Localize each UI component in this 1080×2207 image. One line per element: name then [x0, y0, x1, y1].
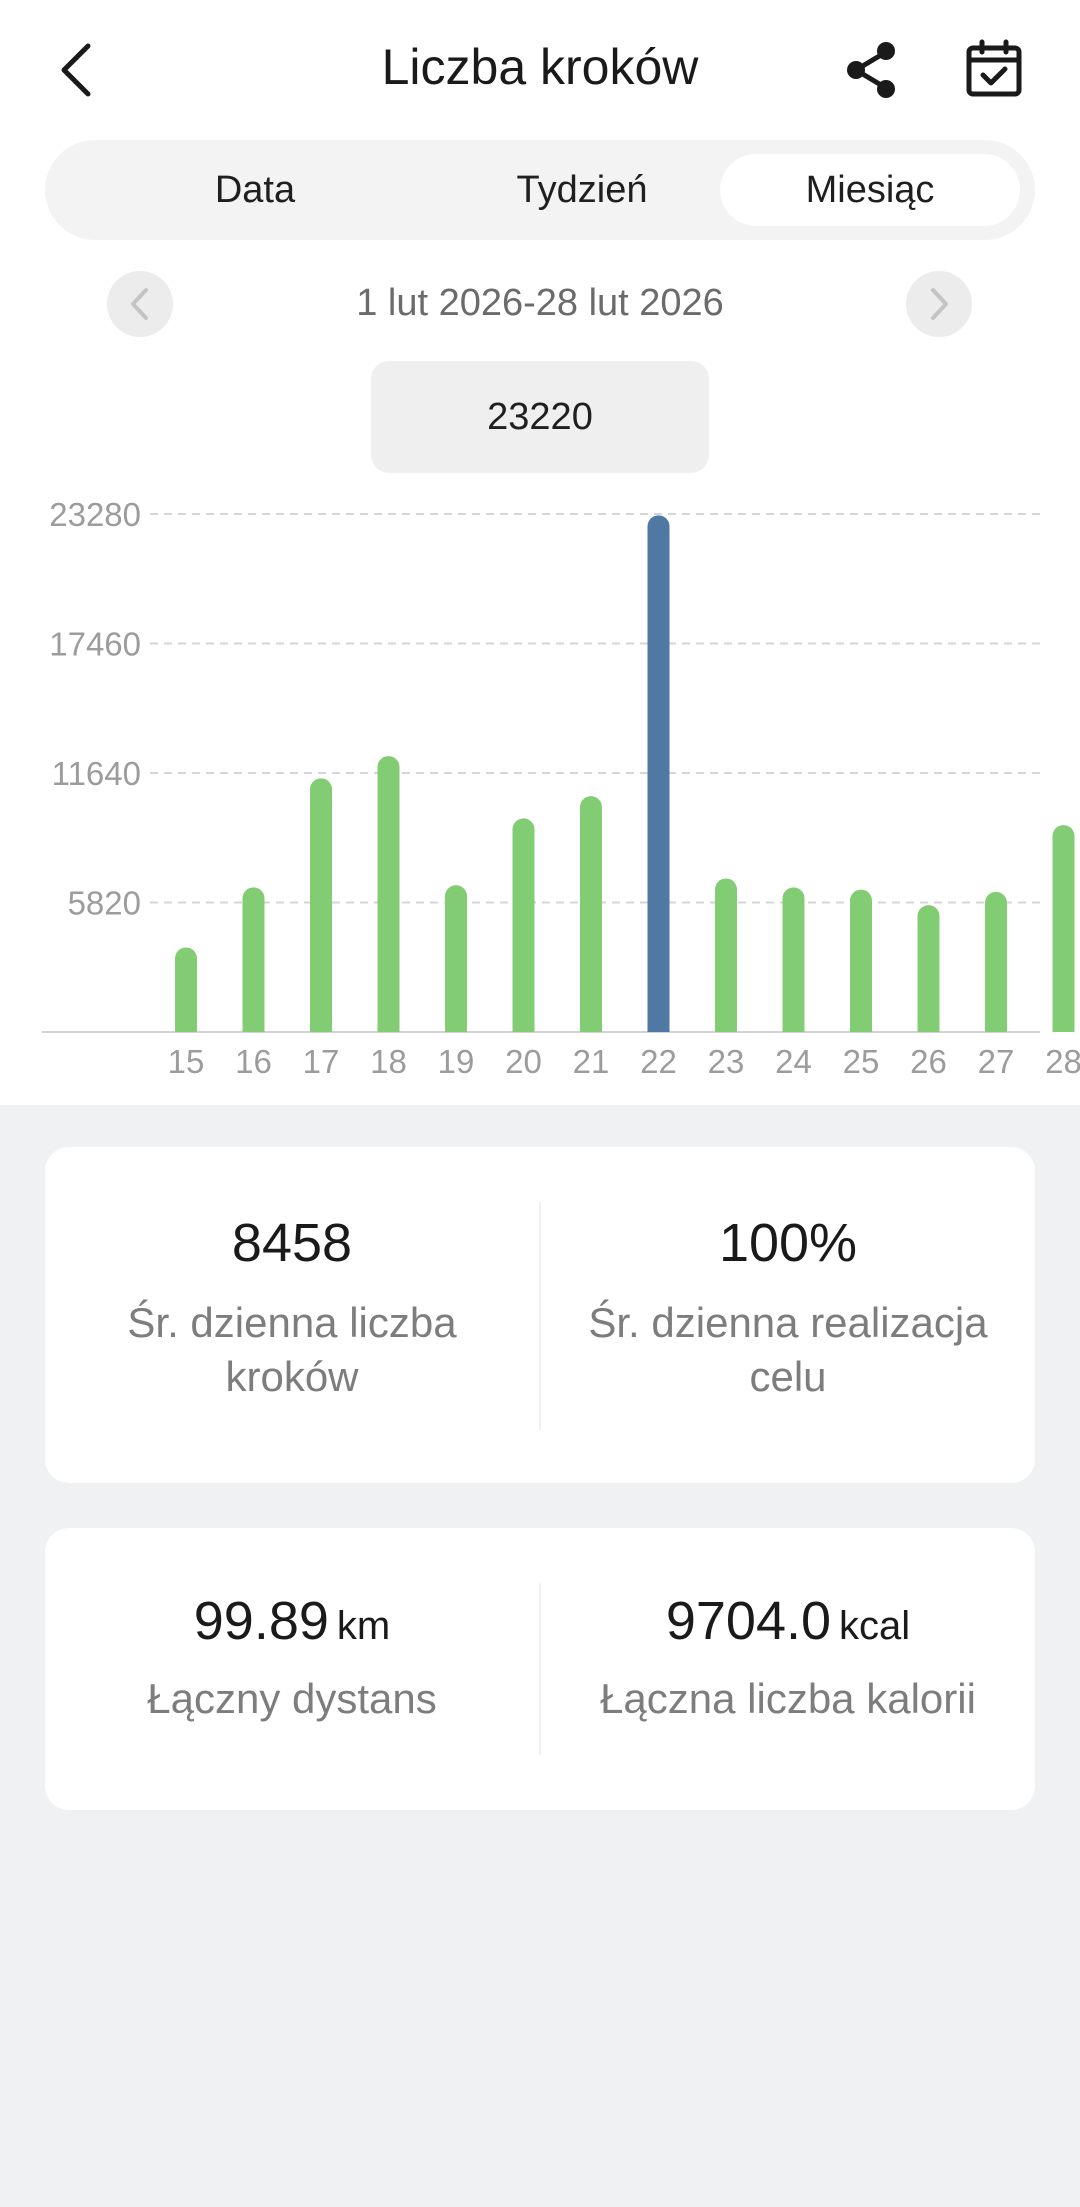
avg-goal-label: Śr. dzienna realizacja celu [588, 1299, 988, 1400]
bar[interactable] [985, 891, 1007, 1032]
x-tick-label: 16 [235, 1043, 272, 1080]
bar[interactable] [715, 878, 737, 1032]
calories-unit: kcal [839, 1604, 911, 1648]
x-tick-label: 27 [978, 1043, 1015, 1080]
calories-value: 9704.0 [665, 1591, 832, 1651]
page-title: Liczba kroków [381, 39, 699, 95]
top-panel: Liczba kroków Data Tydzień Miesiąc [0, 0, 1080, 1105]
calories-label: Łączna liczba kalorii [600, 1675, 976, 1722]
card-divider [539, 1202, 541, 1430]
period-tabs: Data Tydzień Miesiąc [45, 140, 1035, 240]
back-button[interactable] [48, 30, 104, 110]
bar[interactable] [242, 887, 265, 1032]
bar-base [782, 1010, 805, 1032]
chevron-left-icon [131, 288, 148, 320]
card-divider [539, 1583, 541, 1755]
bar[interactable] [850, 889, 872, 1032]
y-tick-label: 17460 [49, 626, 141, 663]
bar[interactable] [1052, 825, 1075, 1032]
bar-base [512, 1010, 535, 1032]
bar-base [310, 1010, 332, 1032]
distance-unit: km [336, 1604, 391, 1648]
bar[interactable] [647, 515, 670, 1032]
chevron-right-icon [931, 288, 948, 320]
calories-stat: 9704.0 kcal Łączna liczba kalorii [541, 1590, 1035, 1726]
x-tick-label: 26 [910, 1043, 947, 1080]
bar-base [1052, 1010, 1075, 1032]
calendar-check-icon [966, 39, 1022, 97]
x-tick-label: 25 [843, 1043, 880, 1080]
x-tick-label: 17 [303, 1043, 340, 1080]
distance-value: 99.89 [193, 1591, 329, 1651]
avg-steps-label: Śr. dzienna liczba kroków [127, 1299, 457, 1400]
y-tick-label: 23280 [49, 496, 141, 533]
date-range-selector: 1 lut 2026-28 lut 2026 [0, 268, 1080, 340]
bar[interactable] [512, 818, 535, 1032]
calendar-button[interactable] [962, 38, 1026, 102]
avg-goal-stat: 100% Śr. dzienna realizacja celu [541, 1212, 1035, 1404]
bar[interactable] [580, 796, 602, 1032]
x-tick-label: 22 [640, 1043, 677, 1080]
date-range-label: 1 lut 2026-28 lut 2026 [356, 282, 724, 324]
distance-stat: 99.89 km Łączny dystans [45, 1590, 539, 1726]
bar-base [242, 1010, 265, 1032]
bar-base [647, 1010, 670, 1032]
totals-card: 99.89 km Łączny dystans 9704.0 kcal Łączna… [45, 1528, 1035, 1810]
selected-value-tooltip: 23220 [371, 361, 709, 473]
x-tick-label: 20 [505, 1043, 542, 1080]
bar-base [445, 1010, 467, 1032]
avg-steps-value: 8458 [231, 1213, 353, 1273]
x-tick-label: 24 [775, 1043, 812, 1080]
selected-value: 23220 [487, 395, 593, 438]
bar[interactable] [377, 756, 400, 1032]
avg-goal-value: 100% [718, 1213, 858, 1273]
bar[interactable] [445, 885, 467, 1032]
x-tick-label: 18 [370, 1043, 407, 1080]
bar[interactable] [917, 905, 940, 1032]
y-tick-label: 5820 [68, 885, 141, 922]
x-tick-label: 28 [1045, 1043, 1080, 1080]
averages-card: 8458 Śr. dzienna liczba kroków 100% Śr. … [45, 1147, 1035, 1483]
bar-base [715, 1010, 737, 1032]
next-period-button[interactable] [906, 271, 972, 337]
distance-label: Łączny dystans [147, 1675, 437, 1722]
bar-base [850, 1010, 872, 1032]
chevron-left-icon [61, 43, 91, 97]
prev-period-button[interactable] [107, 271, 173, 337]
share-icon [847, 42, 895, 98]
share-button[interactable] [840, 38, 904, 102]
x-tick-label: 23 [708, 1043, 745, 1080]
bar-base [377, 1010, 400, 1032]
x-tick-label: 19 [438, 1043, 475, 1080]
app-header: Liczba kroków [0, 0, 1080, 140]
bar-base [175, 1010, 197, 1032]
x-tick-label: 15 [168, 1043, 205, 1080]
tab-data[interactable]: Data [214, 168, 296, 211]
bar-base [985, 1010, 1007, 1032]
bar[interactable] [782, 887, 805, 1032]
avg-steps-stat: 8458 Śr. dzienna liczba kroków [45, 1212, 539, 1404]
tab-week[interactable]: Tydzień [516, 168, 648, 211]
steps-bar-chart: 5820 11640 17460 23280 15 16 17 18 19 20 21 22 23 24 2… [42, 496, 1080, 1080]
tab-month[interactable]: Miesiąc [720, 154, 1020, 226]
y-tick-label: 11640 [52, 755, 141, 792]
bar[interactable] [310, 778, 332, 1032]
bar-base [580, 1010, 602, 1032]
x-tick-label: 21 [573, 1043, 610, 1080]
bar-base [917, 1010, 940, 1032]
